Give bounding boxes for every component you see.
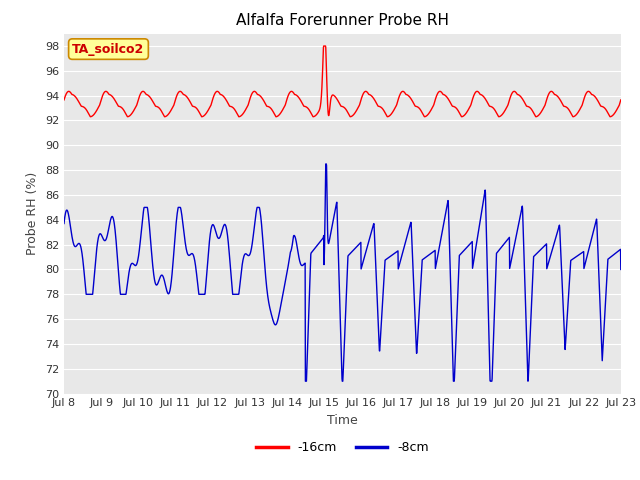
Legend: -16cm, -8cm: -16cm, -8cm	[252, 436, 433, 459]
Title: Alfalfa Forerunner Probe RH: Alfalfa Forerunner Probe RH	[236, 13, 449, 28]
Y-axis label: Probe RH (%): Probe RH (%)	[26, 172, 39, 255]
X-axis label: Time: Time	[327, 414, 358, 427]
Text: TA_soilco2: TA_soilco2	[72, 43, 145, 56]
